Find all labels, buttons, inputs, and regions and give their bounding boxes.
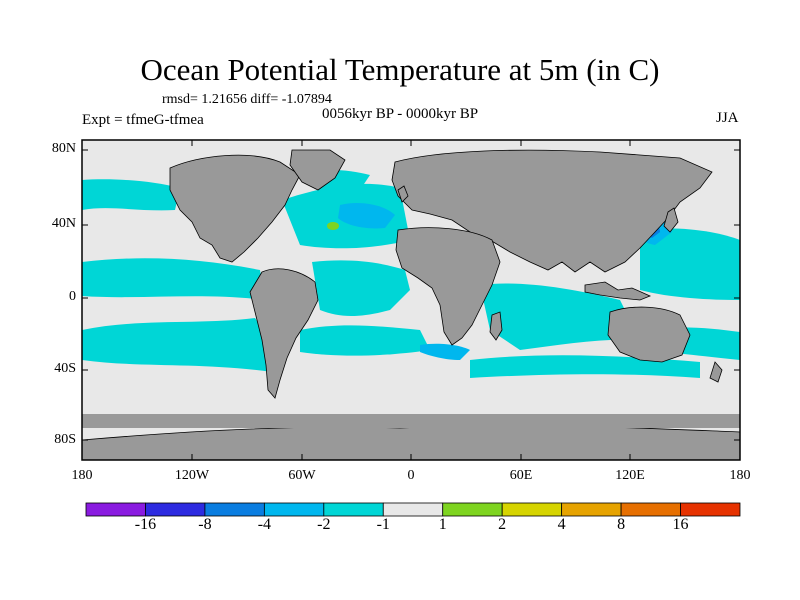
southern-ocean-strip xyxy=(420,343,470,360)
north-america-land xyxy=(169,154,301,263)
australia-land xyxy=(607,306,691,363)
tropical-pacific-band xyxy=(82,258,265,300)
japan-land xyxy=(663,207,679,233)
west-pacific-patch xyxy=(640,228,740,300)
colorbar-label: -2 xyxy=(317,516,331,533)
colorbar-swatch-1 xyxy=(145,502,206,517)
lat-tick-0: 0 xyxy=(69,289,76,304)
colorbar-label: 4 xyxy=(557,516,566,533)
lon-tick-120e: 120E xyxy=(615,468,645,483)
colorbar-swatch-7 xyxy=(501,502,563,517)
colorbar-swatch-5 xyxy=(382,502,444,517)
madagascar-land xyxy=(489,311,503,341)
greenland-land xyxy=(289,149,346,191)
indian-ocean-region xyxy=(480,283,640,350)
colorbar-label: 1 xyxy=(438,516,447,533)
africa-land xyxy=(395,227,501,346)
lat-tick-40s: 40S xyxy=(54,361,76,376)
south-america-land xyxy=(249,268,319,399)
uk-land xyxy=(397,185,409,203)
colorbar-swatch-8 xyxy=(561,502,622,517)
season-label: JJA xyxy=(716,110,739,126)
south-pacific-band xyxy=(82,318,272,372)
lon-tick-60w: 60W xyxy=(288,468,316,483)
lat-tick-80s: 80S xyxy=(54,432,76,447)
colorbar-swatch-6 xyxy=(442,502,503,517)
colorbar-swatch-4 xyxy=(323,502,384,517)
period-label: 0056kyr BP - 0000kyr BP xyxy=(322,106,479,122)
colorbar-label: -8 xyxy=(198,516,212,533)
colorbar-swatch-10 xyxy=(680,502,741,517)
colorbar-label: 2 xyxy=(498,516,507,533)
indonesia-land xyxy=(584,281,652,301)
colorbar-label: -1 xyxy=(376,516,390,533)
south-atlantic-band xyxy=(300,325,430,356)
tropical-atlantic-region xyxy=(312,260,410,316)
colorbar-label: 8 xyxy=(617,516,626,533)
colorbar-label: -4 xyxy=(257,516,272,533)
stats-label: rmsd= 1.21656 diff= -1.07894 xyxy=(162,92,332,107)
experiment-label: Expt = tfmeG-tfmea xyxy=(82,112,204,128)
new-zealand-land xyxy=(709,361,723,383)
colorbar-label: 16 xyxy=(672,516,689,533)
lon-tick-180e: 180 xyxy=(729,468,751,483)
land-masses xyxy=(82,149,740,460)
colorbar-swatch-3 xyxy=(263,502,325,517)
map-title: Ocean Potential Temperature at 5m (in C) xyxy=(140,52,660,87)
lon-tick-180w: 180 xyxy=(71,468,93,483)
colorbar-label: -16 xyxy=(134,516,157,533)
missing-data-band xyxy=(82,414,740,428)
axis-ticks xyxy=(82,140,740,460)
lon-tick-60e: 60E xyxy=(509,468,533,483)
atlantic-warm-spot xyxy=(327,222,339,230)
lon-tick-0: 0 xyxy=(407,468,415,483)
southern-indian-band xyxy=(470,355,700,378)
colorbar-swatch-0 xyxy=(85,502,146,517)
lat-tick-80n: 80N xyxy=(51,141,76,156)
north-atlantic-core xyxy=(338,203,395,229)
colorbar-swatch-2 xyxy=(204,502,265,517)
lon-tick-120w: 120W xyxy=(174,468,210,483)
north-pacific-patch xyxy=(82,179,180,211)
lat-tick-40n: 40N xyxy=(51,216,76,231)
colorbar-swatch-9 xyxy=(620,502,681,517)
